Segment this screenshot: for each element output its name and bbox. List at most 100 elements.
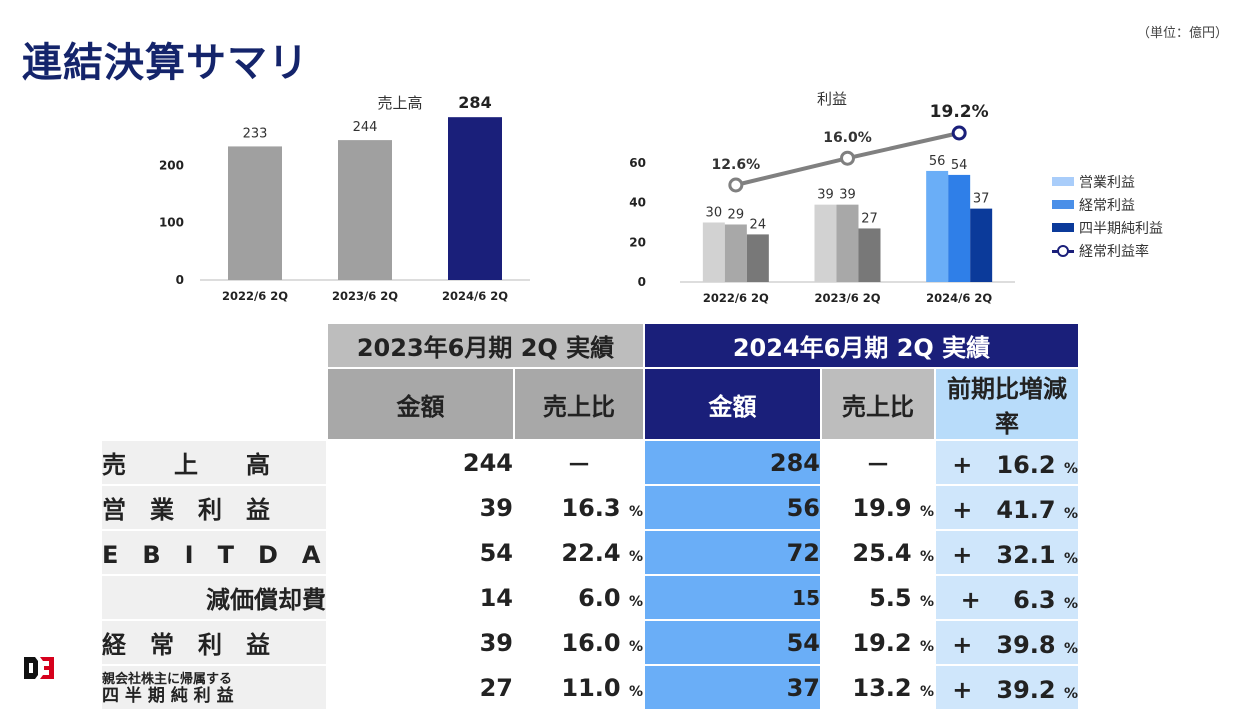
bar	[228, 146, 282, 280]
value-2024: 37	[645, 666, 820, 709]
ratio-2023: 6.0 %	[515, 576, 643, 619]
ratio-2023: －	[515, 441, 643, 484]
bar	[836, 204, 859, 282]
margin-point	[840, 150, 855, 166]
x-tick-label: 2024/6 2Q	[926, 291, 992, 305]
value-2023: 27	[328, 666, 513, 709]
ratio-2024: 25.4 %	[822, 531, 934, 574]
bar	[814, 204, 837, 282]
row-label: 親会社株主に帰属する 四 半 期 純 利 益	[102, 666, 326, 709]
ratio-2023: 11.0 %	[515, 666, 643, 709]
legend-operating-profit: 営業利益	[1052, 170, 1163, 193]
profit-legend: 営業利益 経常利益 四半期純利益 経常利益率	[1052, 170, 1163, 262]
ratio-2023: 16.3 %	[515, 486, 643, 529]
ratio-2024: 19.2 %	[822, 621, 934, 664]
data-label: 29	[728, 207, 745, 222]
row-label: 減価償却費	[102, 576, 326, 619]
subheader-amount-2023: 金額	[328, 369, 513, 439]
data-label: 27	[861, 211, 878, 226]
bar	[926, 170, 949, 282]
ratio-2024: －	[822, 441, 934, 484]
subheader-amount-2024: 金額	[645, 369, 820, 439]
bar	[948, 174, 971, 282]
table-row: 経 常 利 益 39 16.0 % 54 19.2 % + 39.8 %	[102, 621, 1078, 664]
ratio-2023: 16.0 %	[515, 621, 643, 664]
legend-net-profit: 四半期純利益	[1052, 216, 1163, 239]
sales-chart: 売上高 0 100 200 233 2022/6 2Q 244 2023/6 2Q 284 202…	[159, 93, 530, 303]
margin-point	[728, 177, 744, 193]
value-2023: 39	[328, 621, 513, 664]
margin-label: 16.0%	[823, 130, 872, 146]
summary-table: 2023年6月期 2Q 実績 2024年6月期 2Q 実績 金額 売上比 金額 …	[100, 322, 1080, 711]
ratio-2024: 5.5 %	[822, 576, 934, 619]
change-rate: + 41.7 %	[936, 486, 1078, 529]
bar	[858, 228, 881, 282]
bar	[724, 224, 747, 282]
change-rate: + 16.2 %	[936, 441, 1078, 484]
table-row: E B I T D A 54 22.4 % 72 25.4 % + 32.1 %	[102, 531, 1078, 574]
y-tick-label: 20	[629, 235, 646, 249]
table-row: 営 業 利 益 39 16.3 % 56 19.9 % + 41.7 %	[102, 486, 1078, 529]
value-2024: 72	[645, 531, 820, 574]
data-label: 39	[839, 188, 856, 203]
company-logo	[24, 657, 54, 679]
data-label: 54	[951, 158, 968, 173]
data-label: 37	[973, 192, 990, 207]
bar	[338, 140, 392, 280]
value-2023: 54	[328, 531, 513, 574]
header-2024: 2024年6月期 2Q 実績	[645, 324, 1078, 367]
value-2023: 39	[328, 486, 513, 529]
chart-title: 利益	[817, 90, 847, 108]
row-label: E B I T D A	[102, 531, 326, 574]
profit-chart: 利益 0 20 40 60 30 29 24 2022/6 2Q 39 39 27 2023/6 2Q 5…	[629, 90, 1015, 305]
subheader-ratio-2024: 売上比	[822, 369, 934, 439]
margin-point	[951, 125, 967, 141]
bar	[702, 222, 725, 282]
unit-note: （単位：億円）	[1136, 26, 1228, 41]
table-row: 親会社株主に帰属する 四 半 期 純 利 益 27 11.0 % 37 13.2…	[102, 666, 1078, 709]
bar	[970, 208, 993, 282]
ratio-2024: 13.2 %	[822, 666, 934, 709]
subheader-ratio-2023: 売上比	[515, 369, 643, 439]
y-tick-label: 60	[629, 156, 646, 170]
value-2023: 244	[328, 441, 513, 484]
y-tick-label: 200	[159, 158, 184, 172]
table-row: 売 上 高 244 － 284 － + 16.2 %	[102, 441, 1078, 484]
legend-ordinary-margin: 経常利益率	[1052, 239, 1163, 262]
bar	[746, 234, 769, 282]
x-tick-label: 2022/6 2Q	[222, 289, 288, 303]
row-label: 営 業 利 益	[102, 486, 326, 529]
y-tick-label: 40	[629, 196, 646, 210]
value-2024: 15	[645, 576, 820, 619]
row-label: 売 上 高	[102, 441, 326, 484]
margin-label: 19.2%	[930, 102, 989, 122]
value-2024: 56	[645, 486, 820, 529]
ratio-2023: 22.4 %	[515, 531, 643, 574]
data-label: 284	[458, 93, 491, 112]
data-label: 244	[353, 120, 378, 135]
change-rate: + 39.8 %	[936, 621, 1078, 664]
y-tick-label: 0	[638, 275, 646, 289]
header-2023: 2023年6月期 2Q 実績	[328, 324, 643, 367]
value-2023: 14	[328, 576, 513, 619]
ratio-2024: 19.9 %	[822, 486, 934, 529]
x-tick-label: 2023/6 2Q	[332, 289, 398, 303]
data-label: 39	[817, 188, 834, 203]
value-2024: 284	[645, 441, 820, 484]
row-label: 経 常 利 益	[102, 621, 326, 664]
page-title: 連結決算サマリ	[22, 40, 309, 86]
change-rate: + 6.3 %	[936, 576, 1078, 619]
data-label: 24	[750, 217, 767, 232]
data-label: 30	[706, 206, 723, 221]
legend-ordinary-profit: 経常利益	[1052, 193, 1163, 216]
change-rate: + 32.1 %	[936, 531, 1078, 574]
value-2024: 54	[645, 621, 820, 664]
x-tick-label: 2023/6 2Q	[815, 291, 881, 305]
x-tick-label: 2022/6 2Q	[703, 291, 769, 305]
chart-title: 売上高	[377, 94, 422, 112]
y-tick-label: 0	[176, 273, 184, 287]
margin-label: 12.6%	[712, 157, 761, 173]
data-label: 56	[929, 154, 946, 169]
change-rate: + 39.2 %	[936, 666, 1078, 709]
bar	[448, 117, 502, 280]
